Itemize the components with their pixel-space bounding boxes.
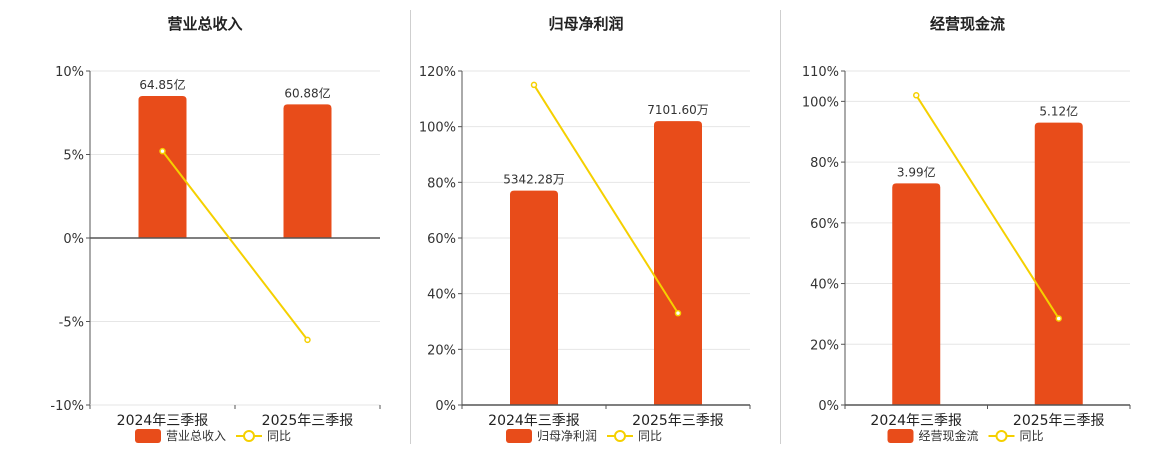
chart-panel-cash-flow: 经营现金流 0% 20% 40% 60% 80% 100% 110% 3.99亿 5.12亿 202… (770, 0, 1160, 450)
y-tick-label: 80% (427, 176, 456, 191)
panel-divider (410, 10, 411, 444)
legend-bar-swatch (506, 429, 532, 443)
legend-bar-swatch (887, 429, 914, 443)
bar-data-label: 7101.60万 (647, 103, 709, 117)
bar (1034, 122, 1083, 406)
legend-line-marker (243, 430, 255, 442)
yoy-line (161, 150, 309, 341)
chart-panel-net-profit: 归母净利润 0% 20% 40% 60% 80% 100% 120% 5342.28万 7101.… (390, 0, 770, 450)
bar (283, 104, 332, 239)
legend-line-label: 同比 (267, 429, 291, 443)
x-tick-label: 2024年三季报 (117, 413, 209, 429)
x-tick-label: 2024年三季报 (488, 413, 580, 429)
chart-title: 归母净利润 (548, 15, 623, 33)
chart-svg-revenue: 营业总收入 -10% -5% 0% 5% 10% 64.85亿 60.88亿 2024年三季报 2… (50, 15, 381, 443)
chart-panel-revenue: 营业总收入 -10% -5% 0% 5% 10% 64.85亿 60.88亿 2024年三季报 2… (0, 0, 400, 450)
legend-line-label: 同比 (1020, 429, 1044, 443)
y-tick-label: 120% (419, 65, 456, 80)
y-tick-label: 5% (63, 149, 84, 164)
y-tick-label: 20% (810, 338, 839, 353)
y-tick-label: 0% (435, 399, 456, 414)
x-tick-label: 2025年三季报 (1013, 413, 1105, 429)
bar-data-label: 64.85亿 (139, 77, 185, 92)
legend-line-marker (614, 430, 626, 442)
y-tick-label: 80% (810, 156, 839, 171)
x-tick-label: 2024年三季报 (870, 413, 962, 429)
panel-divider (780, 10, 781, 444)
yoy-point (674, 309, 682, 317)
legend-bar-swatch (135, 429, 161, 443)
bar-data-label: 3.99亿 (897, 164, 936, 179)
y-tick-label: 0% (818, 399, 839, 414)
y-tick-label: 0% (63, 232, 84, 247)
bar-data-label: 5342.28万 (503, 173, 565, 187)
legend-line-marker (995, 430, 1008, 442)
bar-data-label: 60.88亿 (284, 85, 330, 100)
y-tick-label: 10% (55, 65, 84, 80)
bar (892, 183, 941, 405)
bar (510, 190, 558, 405)
y-tick-label: 100% (802, 95, 839, 110)
chart-title: 经营现金流 (930, 15, 1005, 33)
chart-svg-cash-flow: 经营现金流 0% 20% 40% 60% 80% 100% 110% 3.99亿 5.12亿 202… (802, 15, 1131, 443)
y-tick-label: 40% (427, 288, 456, 303)
y-tick-label: 100% (419, 121, 456, 136)
legend-line-label: 同比 (638, 429, 662, 443)
y-tick-label: 20% (427, 343, 456, 358)
bar (654, 121, 702, 405)
chart-svg-net-profit: 归母净利润 0% 20% 40% 60% 80% 100% 120% 5342.28万 7101.… (419, 15, 751, 443)
x-tick-label: 2025年三季报 (262, 413, 354, 429)
yoy-line (533, 84, 679, 314)
yoy-line (915, 94, 1060, 320)
yoy-point (159, 147, 166, 155)
yoy-point (913, 92, 920, 99)
legend-bar-label: 营业总收入 (166, 429, 226, 443)
bar (138, 96, 187, 238)
y-tick-label: -5% (59, 316, 84, 331)
legend-bar-label: 归母净利润 (537, 429, 597, 443)
bar-data-label: 5.12亿 (1039, 104, 1078, 119)
y-tick-label: 40% (810, 278, 839, 293)
y-tick-label: 110% (802, 65, 839, 80)
x-tick-label: 2025年三季报 (632, 413, 724, 429)
y-tick-label: 60% (427, 232, 456, 247)
yoy-point (304, 336, 311, 344)
yoy-point (1055, 315, 1062, 322)
chart-title: 营业总收入 (167, 15, 242, 33)
legend-bar-label: 经营现金流 (919, 428, 979, 443)
y-tick-label: 60% (810, 217, 839, 232)
y-tick-label: -10% (50, 399, 84, 414)
yoy-point (530, 81, 538, 89)
